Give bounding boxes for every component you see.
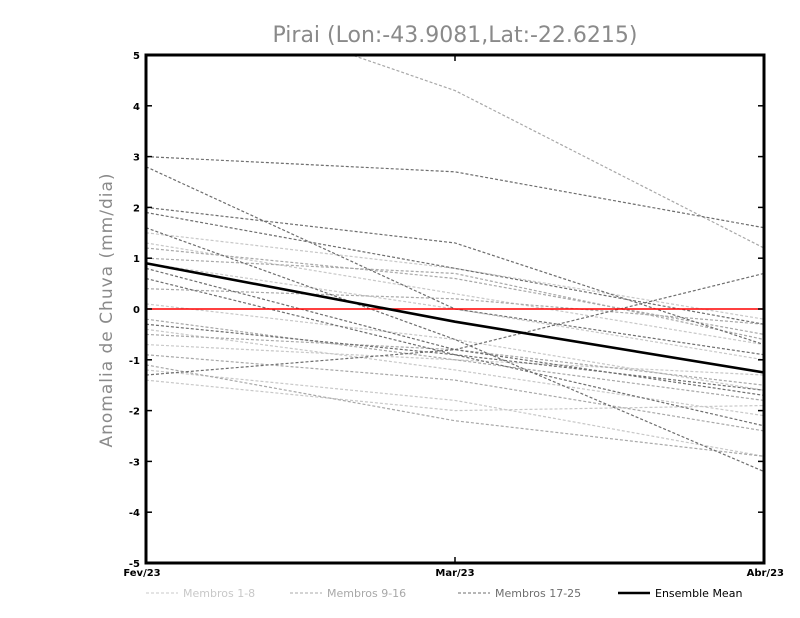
legend-label: Ensemble Mean — [655, 587, 742, 600]
series-line-g3-9 — [146, 277, 764, 427]
series-line-g3-6 — [146, 272, 764, 376]
legend-label: Membros 1-8 — [183, 587, 255, 600]
series-line-g1-2 — [146, 242, 764, 346]
series-line-g2-4 — [146, 318, 764, 402]
y-axis-label: Anomalia de Chuva (mm/dia) — [97, 172, 117, 447]
y-tick-label: -5 — [129, 559, 140, 570]
series-line-g1-8 — [146, 328, 764, 417]
series-line-g1-7 — [146, 262, 764, 361]
y-tick-label: 3 — [133, 153, 140, 164]
y-tick-label: -4 — [129, 508, 140, 519]
series-line-g1-1 — [146, 232, 764, 320]
series-line-g3-3 — [146, 206, 764, 346]
series-line-g2-7 — [146, 333, 764, 386]
y-tick-label: -2 — [129, 407, 140, 418]
series-layer — [146, 55, 764, 473]
y-tick-label: 5 — [133, 51, 140, 62]
series-line-g2-2 — [146, 247, 764, 335]
y-tick-label: 4 — [133, 102, 140, 113]
series-line-g1-6 — [146, 379, 764, 412]
series-line-g2-8 — [146, 364, 764, 457]
y-tick-label: -3 — [129, 457, 140, 468]
legend: Membros 1-8 Membros 9-16 Membros 17-25 Ense… — [146, 587, 742, 600]
series-line-g3-2 — [146, 166, 764, 356]
series-line-g1-5 — [146, 369, 764, 457]
y-tick-label: 0 — [133, 305, 140, 316]
legend-label: Membros 17-25 — [495, 587, 581, 600]
series-line-g2-1 — [350, 55, 764, 249]
x-tick-label: Mar/23 — [435, 568, 474, 579]
series-line-g3-5 — [146, 227, 764, 473]
x-tick-label: Fev/23 — [123, 568, 160, 579]
mean-layer — [145, 262, 765, 374]
series-line-g3-8 — [146, 323, 764, 391]
y-axis: -5 -4 -3 -2 -1 0 1 2 3 4 5 — [129, 51, 764, 570]
y-tick-label: 2 — [133, 203, 140, 214]
chart-title: Pirai (Lon:-43.9081,Lat:-22.6215) — [273, 23, 638, 48]
series-line-g2-6 — [146, 257, 764, 341]
y-tick-label: -1 — [129, 356, 140, 367]
x-tick-label: Abr/23 — [747, 568, 784, 579]
legend-label: Membros 9-16 — [327, 587, 406, 600]
series-line-g1-4 — [146, 343, 764, 376]
series-line-g2-5 — [146, 354, 764, 432]
y-tick-label: 1 — [133, 254, 140, 265]
ensemble-mean-line — [145, 262, 765, 374]
series-line-g3-1 — [146, 156, 764, 229]
series-line-g3-7 — [146, 267, 764, 396]
series-line-g1-3 — [146, 303, 764, 391]
series-line-g2-3 — [146, 288, 764, 325]
x-axis: Fev/23 Mar/23 Abr/23 — [123, 55, 784, 579]
